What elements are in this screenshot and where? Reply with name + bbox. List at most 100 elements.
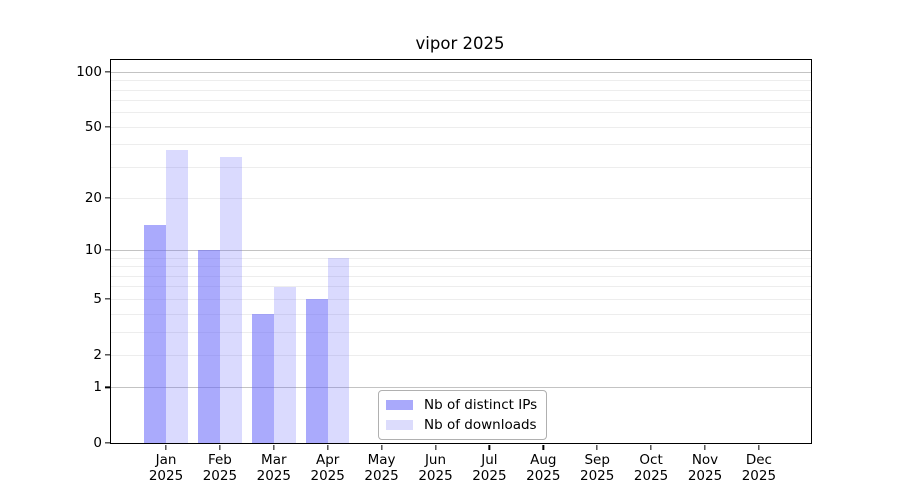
x-axis-tick xyxy=(758,444,760,450)
x-axis-tick-label: Aug 2025 xyxy=(511,452,575,484)
year-label: 2025 xyxy=(418,468,453,484)
gridline-minor xyxy=(111,313,811,315)
gridline-minor xyxy=(111,257,811,259)
y-axis-tick-label: 5 xyxy=(93,290,102,307)
month-label: May xyxy=(367,452,396,468)
year-label: 2025 xyxy=(741,468,777,484)
gridline-minor xyxy=(111,89,811,91)
year-label: 2025 xyxy=(256,468,291,484)
gridline-major xyxy=(111,250,811,252)
x-axis-tick xyxy=(380,444,383,450)
y-axis-tick xyxy=(104,353,110,356)
y-axis-tick xyxy=(104,71,110,73)
gridline-minor xyxy=(111,266,811,268)
y-axis-tick-label: 2 xyxy=(93,346,102,363)
x-axis-tick xyxy=(542,444,544,450)
bar-distinct-ips-mar xyxy=(252,313,274,443)
bar-downloads-mar xyxy=(273,286,296,443)
y-axis-tick-label: 50 xyxy=(84,118,102,135)
plot-area: Nb of distinct IPs Nb of downloads 0 1 2 5 1… xyxy=(76,59,812,484)
month-label: Mar xyxy=(261,452,287,468)
x-axis-tick-label: Mar 2025 xyxy=(242,452,306,484)
year-label: 2025 xyxy=(364,468,399,484)
y-axis-tick xyxy=(104,249,110,251)
legend-label-downloads: Nb of downloads xyxy=(424,417,537,433)
year-label: 2025 xyxy=(633,468,669,484)
gridline-minor xyxy=(111,286,811,288)
legend-item-distinct-ips: Nb of distinct IPs xyxy=(386,396,537,414)
gridline-minor xyxy=(111,80,811,82)
x-axis-tick xyxy=(434,444,437,450)
month-label: Apr xyxy=(316,452,340,468)
y-axis-tick-label: 1 xyxy=(93,379,102,396)
year-label: 2025 xyxy=(580,468,615,484)
x-axis-tick-label: Feb 2025 xyxy=(188,452,252,484)
bar-distinct-ips-feb xyxy=(198,250,220,443)
x-axis-tick-label: Jul 2025 xyxy=(457,452,521,484)
x-axis-tick-label: May 2025 xyxy=(350,452,414,484)
bar-downloads-feb xyxy=(219,157,242,443)
gridline-minor xyxy=(111,298,811,300)
month-label: Oct xyxy=(639,452,663,468)
y-axis-tick xyxy=(104,298,110,300)
x-axis-tick xyxy=(273,444,275,450)
y-axis-tick xyxy=(104,197,110,199)
month-label: Dec xyxy=(745,452,772,468)
x-axis-tick xyxy=(596,444,598,450)
month-label: Sep xyxy=(584,452,610,468)
year-label: 2025 xyxy=(202,468,238,484)
bar-distinct-ips-jan xyxy=(144,225,166,443)
x-axis-tick-label: Oct 2025 xyxy=(619,452,683,484)
gridline-minor xyxy=(111,126,811,128)
x-axis-tick xyxy=(327,444,329,450)
gridline-minor xyxy=(111,112,811,114)
month-label: Jun xyxy=(424,452,447,468)
legend: Nb of distinct IPs Nb of downloads xyxy=(378,390,548,440)
year-label: 2025 xyxy=(310,468,345,484)
x-axis-tick-label: Apr 2025 xyxy=(296,452,360,484)
bar-distinct-ips-apr xyxy=(305,298,328,443)
legend-swatch-distinct-ips xyxy=(386,400,413,410)
y-axis-tick xyxy=(104,126,110,128)
gridline-minor xyxy=(111,166,811,168)
y-axis-tick xyxy=(104,442,110,444)
y-axis-tick xyxy=(104,386,110,388)
y-axis-tick-label: 100 xyxy=(76,63,102,80)
x-axis-tick xyxy=(488,444,491,450)
chart-title: vipor 2025 xyxy=(415,34,505,53)
gridline-major xyxy=(111,71,811,73)
gridline-minor xyxy=(111,198,811,200)
x-axis-tick-label: Jan 2025 xyxy=(134,452,198,484)
year-label: 2025 xyxy=(526,468,561,484)
legend-swatch-downloads xyxy=(386,420,413,430)
year-label: 2025 xyxy=(472,468,507,484)
month-label: Aug xyxy=(530,452,557,468)
x-axis-tick xyxy=(704,444,706,450)
y-axis-tick-label: 20 xyxy=(84,190,102,207)
year-label: 2025 xyxy=(148,468,184,484)
legend-item-downloads: Nb of downloads xyxy=(386,416,537,434)
x-axis-tick xyxy=(219,444,221,450)
bar-downloads-jan xyxy=(166,150,188,443)
legend-label-distinct-ips: Nb of distinct IPs xyxy=(424,397,538,413)
month-label: Jan xyxy=(155,452,177,468)
gridline-minor xyxy=(111,100,811,102)
x-axis-tick-label: Nov 2025 xyxy=(673,452,737,484)
gridline-minor xyxy=(111,275,811,277)
month-label: Jul xyxy=(481,452,498,468)
x-axis-tick-label: Sep 2025 xyxy=(565,452,629,484)
gridline-minor xyxy=(111,354,811,356)
y-axis-tick-label: 10 xyxy=(84,242,102,259)
x-axis-tick-label: Dec 2025 xyxy=(727,452,791,484)
x-axis-tick xyxy=(165,444,167,450)
month-label: Feb xyxy=(207,452,232,468)
gridline-minor xyxy=(111,331,811,333)
gridline-minor xyxy=(111,144,811,146)
gridline-major xyxy=(111,387,811,389)
x-axis-tick xyxy=(650,444,652,450)
x-axis-tick-label: Jun 2025 xyxy=(404,452,468,484)
y-axis-tick-label: 0 xyxy=(93,435,102,451)
month-label: Nov xyxy=(691,452,719,468)
bar-downloads-apr xyxy=(327,257,350,443)
